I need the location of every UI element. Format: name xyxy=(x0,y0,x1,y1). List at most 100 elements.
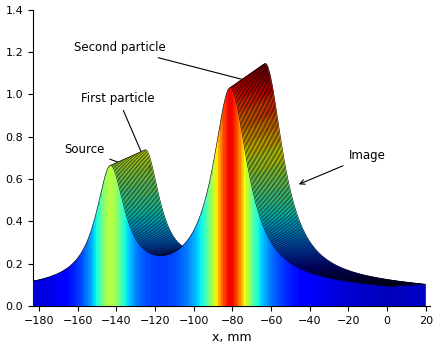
Polygon shape xyxy=(322,267,325,306)
Polygon shape xyxy=(325,275,328,306)
Polygon shape xyxy=(296,219,299,306)
Polygon shape xyxy=(413,285,417,306)
Polygon shape xyxy=(281,173,283,306)
Polygon shape xyxy=(394,285,396,306)
Polygon shape xyxy=(293,229,295,306)
Polygon shape xyxy=(356,281,359,306)
Polygon shape xyxy=(292,265,294,306)
Polygon shape xyxy=(302,253,304,306)
Polygon shape xyxy=(357,282,360,306)
Polygon shape xyxy=(33,282,35,306)
Polygon shape xyxy=(283,250,285,306)
Polygon shape xyxy=(223,171,226,306)
Polygon shape xyxy=(23,284,26,306)
Polygon shape xyxy=(83,253,85,306)
Polygon shape xyxy=(333,278,335,306)
Polygon shape xyxy=(50,280,53,306)
Polygon shape xyxy=(152,222,154,306)
Polygon shape xyxy=(296,247,298,306)
Polygon shape xyxy=(214,223,217,306)
Polygon shape xyxy=(184,249,187,306)
Polygon shape xyxy=(293,258,295,306)
Polygon shape xyxy=(219,133,223,306)
Polygon shape xyxy=(110,195,113,306)
Polygon shape xyxy=(344,276,346,306)
Polygon shape xyxy=(110,176,112,306)
Polygon shape xyxy=(48,281,50,306)
Polygon shape xyxy=(221,211,223,306)
Polygon shape xyxy=(122,169,124,306)
Polygon shape xyxy=(292,213,294,306)
Polygon shape xyxy=(111,232,113,306)
Polygon shape xyxy=(318,274,320,306)
Polygon shape xyxy=(315,275,318,306)
Polygon shape xyxy=(33,284,35,306)
Polygon shape xyxy=(157,254,160,306)
Polygon shape xyxy=(395,282,397,306)
Polygon shape xyxy=(169,244,171,306)
Polygon shape xyxy=(276,142,279,306)
Polygon shape xyxy=(236,82,238,306)
Polygon shape xyxy=(354,281,357,306)
Polygon shape xyxy=(387,280,390,306)
Polygon shape xyxy=(178,244,181,306)
Polygon shape xyxy=(80,273,83,306)
Polygon shape xyxy=(323,277,325,306)
Polygon shape xyxy=(64,276,67,306)
Polygon shape xyxy=(158,255,160,306)
Polygon shape xyxy=(177,247,179,306)
Polygon shape xyxy=(17,285,20,306)
Polygon shape xyxy=(68,275,70,306)
Polygon shape xyxy=(100,219,102,306)
Polygon shape xyxy=(412,284,415,306)
Polygon shape xyxy=(324,269,326,306)
Polygon shape xyxy=(123,168,125,306)
Polygon shape xyxy=(99,245,102,306)
Polygon shape xyxy=(51,275,54,306)
Polygon shape xyxy=(339,267,341,306)
Polygon shape xyxy=(180,251,182,306)
Polygon shape xyxy=(262,72,264,306)
Polygon shape xyxy=(139,154,142,306)
Polygon shape xyxy=(17,284,19,306)
Polygon shape xyxy=(83,265,86,306)
Polygon shape xyxy=(340,272,343,306)
Polygon shape xyxy=(198,226,201,306)
Polygon shape xyxy=(65,274,68,306)
Polygon shape xyxy=(42,281,46,306)
Polygon shape xyxy=(173,253,177,306)
Polygon shape xyxy=(22,284,24,306)
Polygon shape xyxy=(99,256,102,306)
Polygon shape xyxy=(231,87,234,306)
Polygon shape xyxy=(349,273,352,306)
Polygon shape xyxy=(56,274,59,306)
Polygon shape xyxy=(144,194,146,306)
Polygon shape xyxy=(76,257,78,306)
Polygon shape xyxy=(71,263,73,306)
Polygon shape xyxy=(311,257,314,306)
Polygon shape xyxy=(107,252,110,306)
Polygon shape xyxy=(126,157,128,306)
Polygon shape xyxy=(40,279,42,306)
Polygon shape xyxy=(328,265,331,306)
Polygon shape xyxy=(138,182,141,306)
Polygon shape xyxy=(216,218,218,306)
Polygon shape xyxy=(187,251,189,306)
Polygon shape xyxy=(277,174,279,306)
Polygon shape xyxy=(239,154,241,306)
Polygon shape xyxy=(187,250,189,306)
Polygon shape xyxy=(15,284,18,306)
Polygon shape xyxy=(391,286,393,306)
Polygon shape xyxy=(158,200,161,306)
Polygon shape xyxy=(353,276,356,306)
Polygon shape xyxy=(193,248,195,306)
Polygon shape xyxy=(208,243,211,306)
Polygon shape xyxy=(215,153,217,306)
Polygon shape xyxy=(96,254,99,306)
X-axis label: x, mm: x, mm xyxy=(211,331,251,344)
Polygon shape xyxy=(177,249,179,306)
Polygon shape xyxy=(213,213,216,306)
Polygon shape xyxy=(122,202,125,306)
Polygon shape xyxy=(205,231,207,306)
Polygon shape xyxy=(60,271,63,306)
